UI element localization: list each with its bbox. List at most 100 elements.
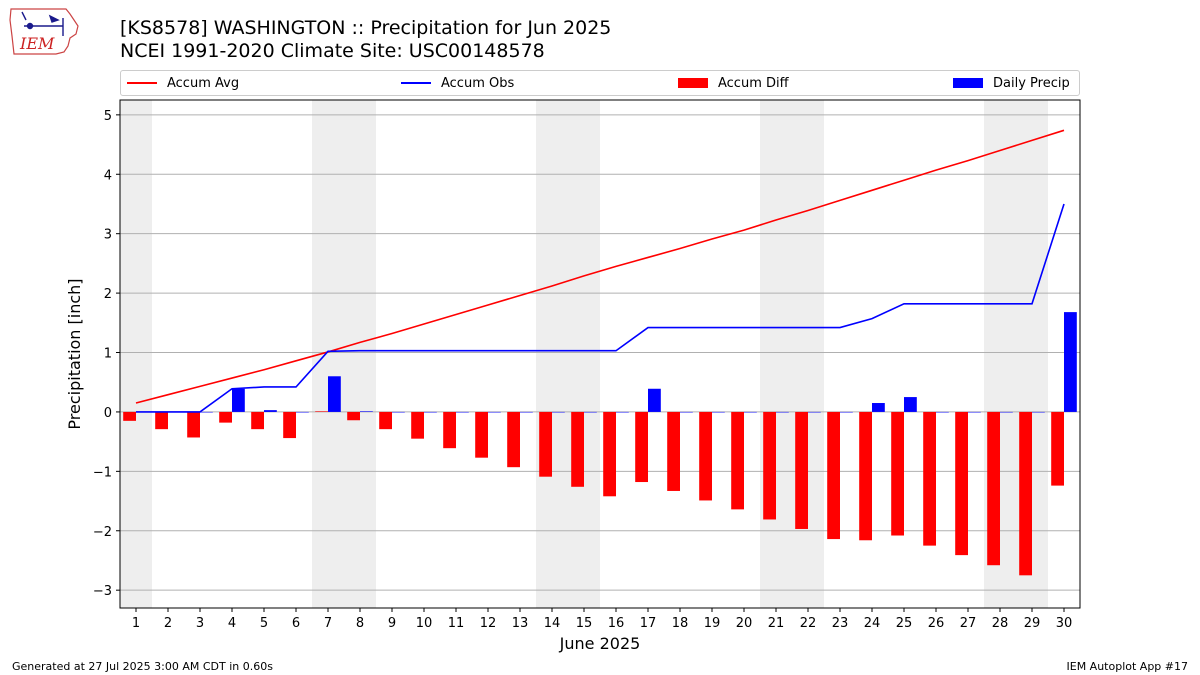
logo-text: IEM	[19, 34, 55, 53]
bar-accum-diff	[1051, 411, 1064, 486]
x-tick-label: 14	[544, 616, 561, 631]
bar-accum-diff	[731, 411, 744, 510]
weekend-band	[568, 100, 600, 608]
x-tick-label: 20	[736, 616, 753, 631]
y-tick-label: 4	[104, 168, 112, 183]
bar-accum-diff	[219, 411, 232, 423]
bar-daily-precip	[424, 411, 437, 413]
legend-item-accum-avg: Accum Avg	[127, 71, 239, 95]
y-axis-label: Precipitation [inch]	[65, 278, 84, 429]
x-tick-label: 24	[864, 616, 881, 631]
x-tick-label: 9	[388, 616, 396, 631]
bar-accum-diff	[859, 411, 872, 541]
bar-daily-precip	[680, 411, 693, 413]
generated-timestamp: Generated at 27 Jul 2025 3:00 AM CDT in …	[12, 660, 273, 673]
bar-daily-precip	[1064, 312, 1077, 412]
legend-item-accum-obs: Accum Obs	[401, 71, 514, 95]
legend-label: Daily Precip	[993, 75, 1070, 91]
bar-daily-precip	[328, 376, 341, 412]
x-tick-label: 17	[640, 616, 657, 631]
bar-accum-diff	[827, 411, 840, 540]
bar-daily-precip	[296, 411, 309, 413]
legend-swatch	[678, 78, 708, 88]
bar-daily-precip	[520, 411, 533, 413]
bar-accum-diff	[635, 411, 648, 483]
weekend-band	[120, 100, 152, 608]
bar-accum-diff	[795, 411, 808, 529]
bar-accum-diff	[699, 411, 712, 501]
weekend-band	[792, 100, 824, 608]
bar-accum-diff	[187, 411, 200, 438]
x-tick-label: 18	[672, 616, 689, 631]
bar-accum-diff	[603, 411, 616, 497]
weekend-band	[760, 100, 792, 608]
weekend-band	[536, 100, 568, 608]
x-tick-label: 12	[480, 616, 497, 631]
plot-frame	[119, 99, 1081, 609]
bar-accum-diff	[923, 411, 936, 546]
chart-legend: Accum Avg Accum Obs Accum Diff Daily Pre…	[120, 70, 1080, 96]
bar-daily-precip	[456, 411, 469, 413]
bar-accum-diff	[571, 411, 584, 487]
bar-daily-precip	[616, 411, 629, 413]
bar-accum-diff	[155, 411, 168, 430]
y-tick-label: −2	[93, 525, 112, 540]
legend-label: Accum Obs	[441, 75, 515, 91]
bar-daily-precip	[744, 411, 757, 413]
bar-accum-diff	[251, 411, 264, 430]
legend-swatch	[401, 82, 431, 84]
bar-daily-precip	[712, 411, 725, 413]
bar-accum-diff	[987, 411, 1000, 566]
legend-swatch	[953, 78, 983, 88]
bar-accum-diff	[667, 411, 680, 491]
x-tick-label: 25	[896, 616, 913, 631]
bar-daily-precip	[1000, 411, 1013, 413]
bar-accum-diff	[347, 411, 360, 421]
legend-item-daily-precip: Daily Precip	[953, 71, 1070, 95]
y-tick-label: 0	[104, 406, 112, 421]
weekend-band	[312, 100, 344, 608]
x-tick-label: 3	[196, 616, 204, 631]
bar-daily-precip	[904, 397, 917, 412]
bar-daily-precip	[1032, 411, 1045, 413]
legend-label: Accum Diff	[718, 75, 789, 91]
bar-daily-precip	[360, 411, 373, 412]
line-accum-obs	[136, 203, 1065, 413]
x-tick-label: 19	[704, 616, 721, 631]
x-tick-label: 4	[228, 616, 236, 631]
y-tick-label: 5	[104, 109, 112, 124]
bar-daily-precip	[872, 403, 885, 412]
x-tick-label: 10	[416, 616, 433, 631]
bar-daily-precip	[840, 411, 853, 413]
y-tick-label: 3	[104, 228, 112, 243]
x-tick-label: 2	[164, 616, 172, 631]
x-tick-label: 1	[132, 616, 140, 631]
x-tick-label: 21	[768, 616, 785, 631]
x-tick-label: 30	[1056, 616, 1073, 631]
x-tick-label: 29	[1024, 616, 1041, 631]
bar-accum-diff	[123, 411, 136, 421]
bar-accum-diff	[283, 411, 296, 439]
chart-subtitle: NCEI 1991-2020 Climate Site: USC00148578	[120, 40, 545, 62]
x-tick-label: 16	[608, 616, 625, 631]
legend-swatch	[127, 82, 157, 84]
x-tick-label: 11	[448, 616, 465, 631]
bar-accum-diff	[411, 411, 424, 439]
bar-accum-diff	[763, 411, 776, 520]
iem-logo: IEM	[9, 8, 79, 55]
x-axis-label: June 2025	[559, 634, 641, 653]
weekend-band	[1016, 100, 1048, 608]
bar-daily-precip	[936, 411, 949, 413]
x-tick-label: 6	[292, 616, 300, 631]
legend-label: Accum Avg	[167, 75, 240, 91]
bar-accum-diff	[379, 411, 392, 430]
weekend-band	[984, 100, 1016, 608]
bar-daily-precip	[168, 411, 181, 413]
x-tick-label: 15	[576, 616, 593, 631]
bar-daily-precip	[136, 411, 149, 413]
x-tick-label: 22	[800, 616, 817, 631]
x-tick-label: 27	[960, 616, 977, 631]
x-tick-label: 26	[928, 616, 945, 631]
bar-daily-precip	[648, 388, 661, 412]
